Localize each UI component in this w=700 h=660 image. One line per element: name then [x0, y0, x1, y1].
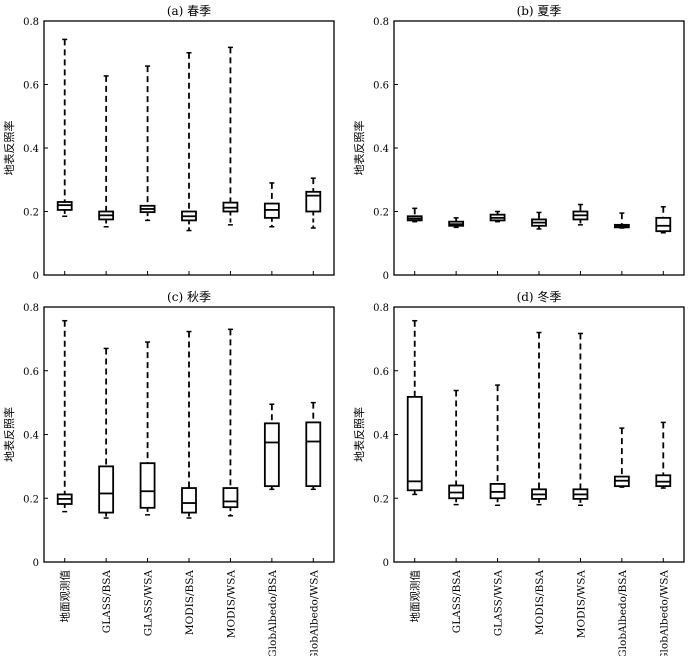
- box-item: [406, 319, 423, 496]
- y-tick-label: 0.6: [373, 367, 389, 378]
- y-axis-label: 地表反照率: [352, 121, 366, 176]
- x-category-label: MODIS/BSA: [534, 570, 546, 636]
- box-item: [448, 217, 465, 229]
- box-item: [613, 212, 630, 229]
- y-tick-label: 0.6: [373, 81, 389, 92]
- chart-title: (c) 秋季: [167, 290, 211, 304]
- box-item: [531, 331, 547, 506]
- y-axis-label: 地表反照率: [352, 407, 366, 462]
- chart-title: (d) 冬季: [517, 289, 562, 304]
- box-item: [406, 207, 423, 223]
- x-category-label: GLASS/BSA: [451, 570, 463, 634]
- box-item: [655, 205, 672, 234]
- y-axis-label: 地表反照率: [2, 121, 16, 176]
- y-tick-label: 0.4: [23, 431, 39, 442]
- x-category-label: GlobAlbedo/WSA: [308, 570, 320, 656]
- y-tick-label: 0.2: [373, 494, 389, 505]
- box-item: [98, 347, 115, 519]
- x-category-label: GLASS/WSA: [493, 570, 505, 637]
- y-tick-label: 0.4: [373, 431, 389, 442]
- y-tick-label: 0.2: [23, 494, 39, 505]
- iqr-box: [98, 465, 115, 514]
- y-tick-label: 0: [383, 558, 389, 569]
- y-axis-label: 地表反照率: [2, 407, 16, 462]
- box-item: [655, 421, 672, 489]
- box-item: [613, 427, 630, 488]
- box-item: [531, 211, 547, 230]
- y-tick-label: 0: [33, 271, 39, 282]
- y-tick-label: 0.4: [23, 144, 39, 155]
- iqr-box: [181, 487, 197, 514]
- y-tick-label: 0.8: [373, 303, 389, 314]
- box-item: [305, 401, 322, 491]
- y-tick-label: 0.2: [23, 208, 39, 219]
- x-category-label: GlobAlbedo/BSA: [267, 570, 279, 656]
- box-item: [263, 403, 280, 491]
- box-item: [139, 65, 156, 222]
- x-category-label: 地面观测值: [59, 570, 72, 623]
- x-category-label: GlobAlbedo/BSA: [617, 570, 629, 656]
- x-category-label: 地面观测值: [409, 570, 422, 623]
- y-tick-label: 0.2: [373, 208, 389, 219]
- box-item: [263, 182, 280, 228]
- box-item: [56, 319, 73, 513]
- box-item: [305, 177, 322, 229]
- y-tick-label: 0.6: [23, 81, 39, 92]
- x-category-label: MODIS/BSA: [184, 570, 196, 636]
- iqr-box: [263, 422, 280, 488]
- box-item: [572, 332, 589, 507]
- y-tick-label: 0.8: [373, 17, 389, 28]
- box-item: [139, 341, 156, 516]
- box-item: [222, 46, 239, 226]
- x-category-label: GLASS/WSA: [143, 570, 155, 637]
- y-tick-label: 0.4: [373, 144, 389, 155]
- x-category-label: MODIS/WSA: [575, 570, 587, 639]
- iqr-box: [222, 487, 239, 509]
- iqr-box: [406, 395, 423, 492]
- box-item: [448, 389, 465, 506]
- x-category-label: MODIS/WSA: [225, 570, 237, 639]
- box-item: [489, 210, 506, 223]
- iqr-box: [655, 216, 672, 233]
- box-item: [222, 328, 239, 517]
- box-item: [572, 203, 589, 226]
- iqr-box: [305, 421, 322, 488]
- y-tick-label: 0.8: [23, 303, 39, 314]
- box-item: [181, 52, 197, 232]
- y-tick-label: 0.6: [23, 367, 39, 378]
- chart-panel: (b) 夏季 0 0.2 0.4 0.6 0.8 地表反照率: [352, 4, 685, 282]
- box-item: [489, 384, 506, 507]
- box-item: [56, 38, 73, 218]
- x-category-label: GlobAlbedo/WSA: [658, 570, 670, 656]
- iqr-box: [305, 190, 322, 213]
- plot-frame: [393, 20, 685, 276]
- y-tick-label: 0.8: [23, 17, 39, 28]
- chart-title: (b) 夏季: [517, 4, 562, 18]
- chart-title: (a) 春季: [167, 4, 211, 18]
- y-tick-label: 0: [33, 558, 39, 569]
- y-tick-label: 0: [383, 271, 389, 282]
- iqr-box: [139, 462, 156, 509]
- chart-panel: (a) 春季 0 0.2 0.4 0.6 0.8 地表反照率: [2, 4, 335, 282]
- x-category-label: GLASS/BSA: [101, 570, 113, 634]
- box-item: [181, 330, 197, 519]
- iqr-box: [655, 474, 672, 488]
- box-item: [98, 75, 115, 228]
